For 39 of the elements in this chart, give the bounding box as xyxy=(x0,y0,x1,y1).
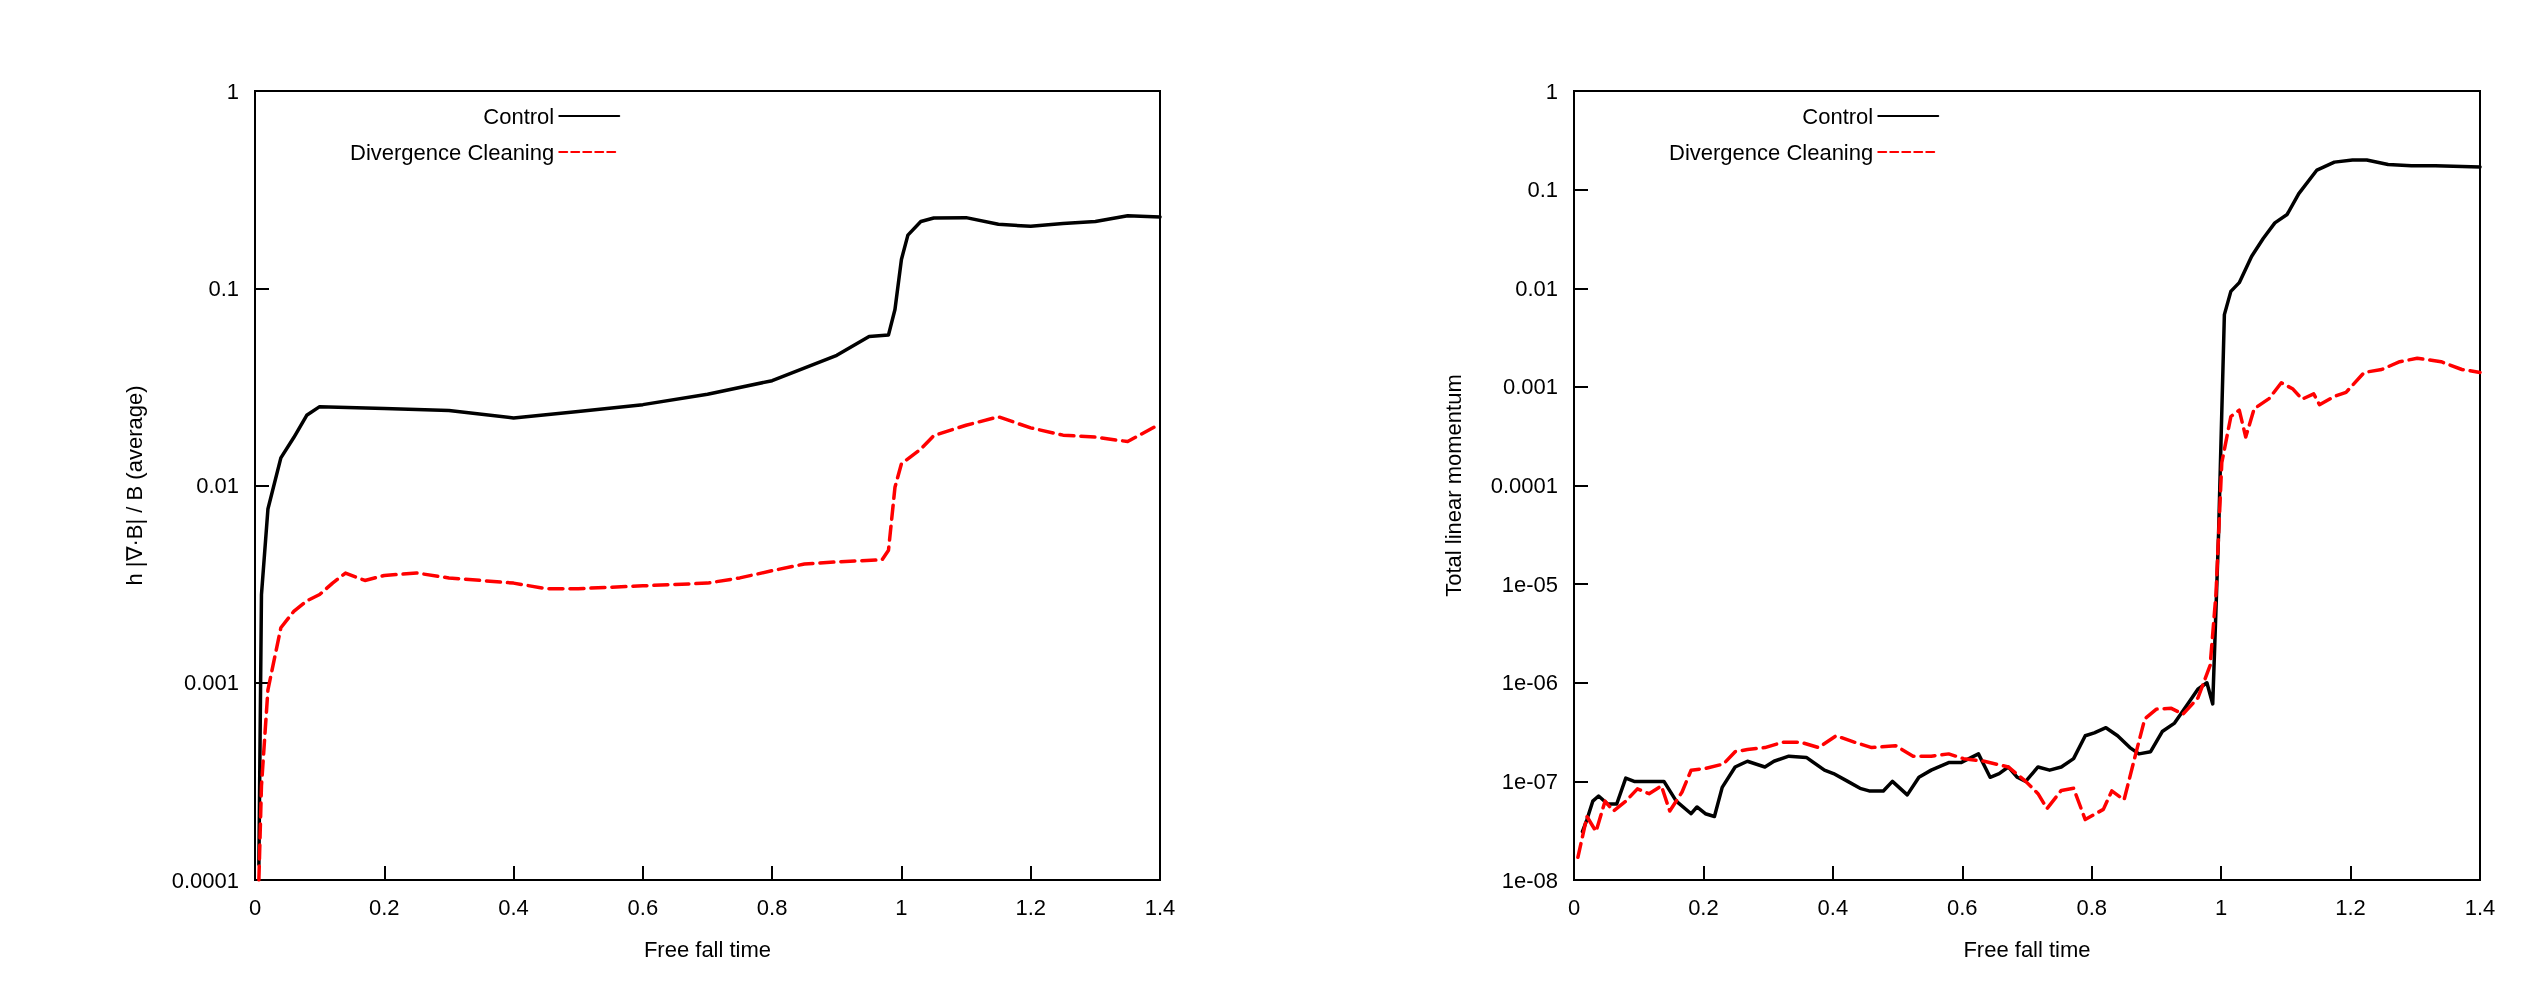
x-tick-label: 0.6 xyxy=(627,894,659,920)
x-tick-label: 0.6 xyxy=(1946,894,1978,920)
y-tick-label: 1 xyxy=(226,78,239,104)
y-tick-label: 1e-06 xyxy=(1501,670,1558,696)
legend-label: Divergence Cleaning xyxy=(350,139,555,165)
x-tick-label: 0 xyxy=(248,894,262,920)
x-tick-label: 1.4 xyxy=(2464,894,2496,920)
line-series xyxy=(1576,356,2482,860)
x-tick-label: 0.4 xyxy=(1817,894,1849,920)
y-tick-label: 1e-08 xyxy=(1501,867,1558,893)
x-tick-label: 1.2 xyxy=(1015,894,1047,920)
y-tick-label: 1 xyxy=(1545,78,1558,104)
y-tick-label: 0.01 xyxy=(196,473,239,498)
x-tick-label: 1 xyxy=(2215,894,2228,920)
x-tick-label: 0.4 xyxy=(498,894,529,920)
y-tick-label: 0.0001 xyxy=(171,867,239,893)
y-tick-label: 1e-05 xyxy=(1501,571,1558,597)
x-tick-label: 1.4 xyxy=(1144,894,1176,920)
legend-label: Control xyxy=(483,103,555,129)
y-tick-label: 0.001 xyxy=(183,670,239,696)
x-tick-label: 0.8 xyxy=(2076,894,2108,920)
y-tick-label: 0.1 xyxy=(1527,177,1558,203)
x-tick-label: 0.2 xyxy=(368,894,400,920)
legend-label: Divergence Cleaning xyxy=(1669,139,1874,165)
y-axis-title: h |∇·B| / B (average) xyxy=(121,385,147,586)
x-axis-title: Free fall time xyxy=(643,936,772,962)
y-tick-label: 0.1 xyxy=(208,275,239,301)
x-tick-label: 0.8 xyxy=(756,894,788,920)
x-tick-label: 1 xyxy=(895,894,908,920)
legend-label: Control xyxy=(1802,103,1874,129)
y-axis-title: Total linear momentum xyxy=(1440,374,1466,597)
y-tick-label: 0.0001 xyxy=(1490,473,1558,498)
y-tick-label: 0.001 xyxy=(1502,374,1558,400)
y-tick-label: 0.01 xyxy=(1515,275,1558,301)
x-axis-title: Free fall time xyxy=(1963,936,2091,962)
x-tick-label: 1.2 xyxy=(2335,894,2366,920)
y-tick-label: 1e-07 xyxy=(1501,768,1558,794)
x-tick-label: 0.2 xyxy=(1688,894,1719,920)
x-tick-label: 0 xyxy=(1567,894,1581,920)
